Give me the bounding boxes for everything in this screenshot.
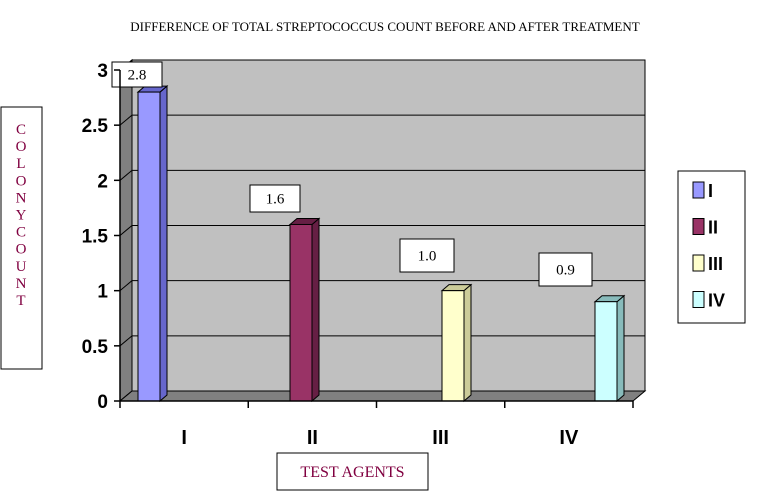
bar-side — [463, 283, 472, 403]
legend-label: I — [708, 181, 713, 201]
legend-label: II — [708, 218, 718, 238]
y-axis-title-letter: L — [16, 156, 25, 172]
y-axis-title-box — [0, 106, 43, 370]
y-axis-title-letter: C — [16, 225, 26, 241]
x-tick-label: I — [181, 427, 187, 449]
x-tick-label: III — [432, 427, 449, 449]
legend-swatch — [692, 218, 705, 235]
x-tick-label: II — [307, 427, 318, 449]
legend-item-II: II — [692, 218, 718, 238]
bar-side — [159, 84, 168, 403]
data-label-II: 1.6 — [249, 184, 301, 213]
chart-title: DIFFERENCE OF TOTAL STREPTOCOCCUS COUNT … — [130, 19, 639, 34]
data-label-IV: 0.9 — [538, 252, 593, 287]
data-label-III: 1.0 — [399, 238, 455, 273]
y-axis-title-letter: O — [16, 242, 27, 258]
data-label-text: 2.8 — [128, 68, 147, 84]
bar-front — [137, 91, 161, 402]
legend-item-I: I — [692, 181, 713, 201]
axes: 00.511.522.53I II III IV — [82, 61, 634, 449]
legend-swatch — [692, 254, 705, 272]
gridline — [119, 114, 645, 126]
y-axis-title-letter: T — [16, 293, 25, 309]
bars — [136, 84, 626, 403]
bar-I — [136, 84, 169, 403]
data-label-text: 1.0 — [418, 249, 437, 265]
bar-side — [616, 294, 625, 403]
y-tick-label: 0 — [97, 392, 108, 413]
y-axis-title-letter: O — [16, 139, 27, 155]
y-tick-label: 3 — [97, 61, 108, 82]
gridline — [119, 335, 645, 347]
data-label-text: 1.6 — [266, 192, 285, 208]
legend-swatch — [692, 291, 705, 308]
bar-III — [440, 283, 473, 403]
y-tick-label: 2.5 — [82, 116, 109, 137]
x-tick-label: IV — [559, 427, 579, 449]
y-axis-title-letter: C — [16, 122, 26, 138]
legend-item-III: III — [692, 254, 723, 274]
gridline — [119, 225, 645, 236]
data-label-text: 0.9 — [556, 263, 575, 279]
y-tick-label: 1.5 — [82, 227, 109, 248]
y-axis-title-letter: N — [16, 190, 27, 206]
legend-swatch — [692, 181, 705, 199]
legend-label: IV — [708, 291, 725, 311]
y-tick-label: 1 — [97, 282, 108, 303]
data-label-box — [249, 184, 301, 213]
legend-item-IV: IV — [692, 291, 725, 311]
y-axis-title-letter: U — [16, 259, 27, 275]
y-axis-title-letter: Y — [16, 208, 27, 224]
data-label-box — [538, 252, 593, 287]
plot-area — [118, 58, 647, 403]
bar-side — [311, 217, 320, 403]
x-axis-title: TEST AGENTS — [276, 452, 429, 491]
x-axis-title-box — [276, 452, 429, 491]
bar-front — [289, 223, 313, 402]
bar-front — [441, 290, 465, 402]
bar-II — [288, 217, 321, 403]
y-tick-label: 2 — [97, 171, 108, 192]
bar-IV — [593, 294, 626, 403]
x-axis-title: TEST AGENTS — [300, 464, 404, 481]
y-tick-label: 0.5 — [82, 337, 109, 358]
plot-floor — [118, 390, 647, 402]
data-labels: 2.8 1.6 1.0 0.9 — [111, 61, 593, 287]
data-label-box — [399, 238, 455, 273]
y-axis-title-letter: N — [16, 276, 27, 292]
y-axis-title-letter: O — [16, 173, 27, 189]
gridline — [119, 169, 645, 181]
gridline — [119, 280, 645, 292]
legend-label: III — [708, 254, 723, 274]
legend-box — [677, 170, 746, 324]
bar-front — [594, 301, 618, 402]
